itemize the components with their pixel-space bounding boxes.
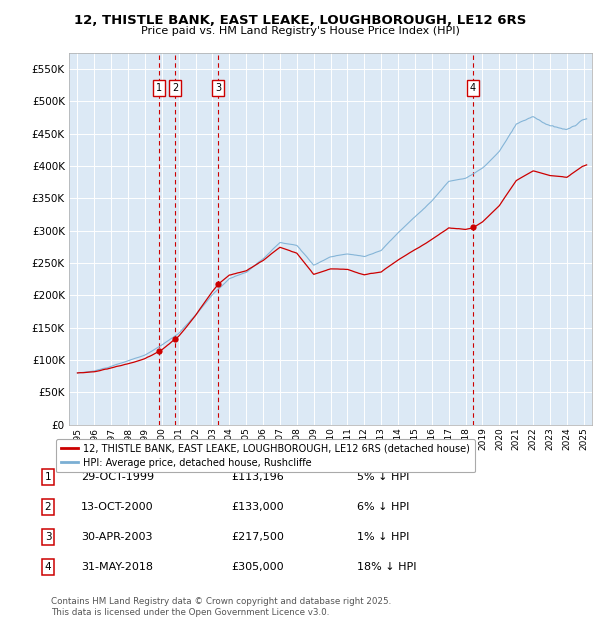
Text: 12, THISTLE BANK, EAST LEAKE, LOUGHBOROUGH, LE12 6RS: 12, THISTLE BANK, EAST LEAKE, LOUGHBOROU…: [74, 14, 526, 27]
Text: Contains HM Land Registry data © Crown copyright and database right 2025.
This d: Contains HM Land Registry data © Crown c…: [51, 598, 391, 617]
Text: £113,196: £113,196: [231, 472, 284, 482]
Text: 4: 4: [470, 83, 476, 93]
Text: 3: 3: [44, 532, 52, 542]
Text: 6% ↓ HPI: 6% ↓ HPI: [357, 502, 409, 512]
Text: 13-OCT-2000: 13-OCT-2000: [81, 502, 154, 512]
Text: £305,000: £305,000: [231, 562, 284, 572]
Text: 1% ↓ HPI: 1% ↓ HPI: [357, 532, 409, 542]
Text: 1: 1: [156, 83, 162, 93]
Text: 29-OCT-1999: 29-OCT-1999: [81, 472, 154, 482]
Text: 4: 4: [44, 562, 52, 572]
Text: 2: 2: [44, 502, 52, 512]
Legend: 12, THISTLE BANK, EAST LEAKE, LOUGHBOROUGH, LE12 6RS (detached house), HPI: Aver: 12, THISTLE BANK, EAST LEAKE, LOUGHBOROU…: [56, 439, 475, 472]
Text: Price paid vs. HM Land Registry's House Price Index (HPI): Price paid vs. HM Land Registry's House …: [140, 26, 460, 36]
Text: £217,500: £217,500: [231, 532, 284, 542]
Text: 3: 3: [215, 83, 221, 93]
Text: 30-APR-2003: 30-APR-2003: [81, 532, 152, 542]
Text: 5% ↓ HPI: 5% ↓ HPI: [357, 472, 409, 482]
Text: 2: 2: [172, 83, 178, 93]
Text: £133,000: £133,000: [231, 502, 284, 512]
Text: 1: 1: [44, 472, 52, 482]
Text: 31-MAY-2018: 31-MAY-2018: [81, 562, 153, 572]
Text: 18% ↓ HPI: 18% ↓ HPI: [357, 562, 416, 572]
